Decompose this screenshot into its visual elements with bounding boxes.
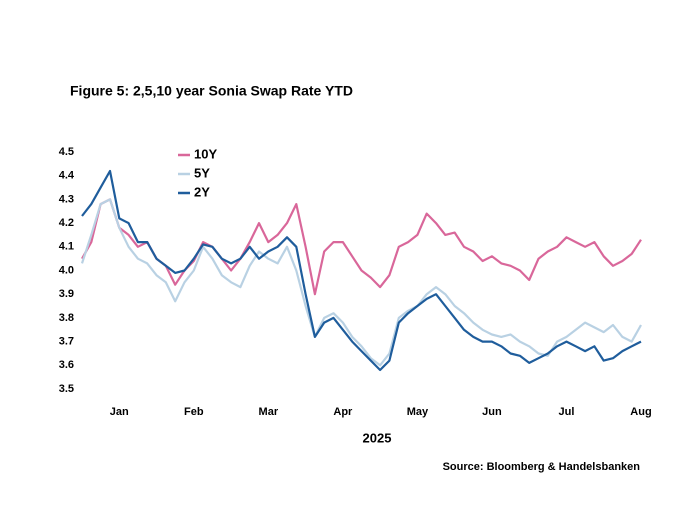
y-tick-label: 3.6 bbox=[59, 359, 74, 371]
line-series bbox=[81, 169, 642, 372]
x-tick-label: Feb bbox=[184, 406, 204, 418]
y-tick-label: 4.0 bbox=[59, 264, 74, 276]
x-tick-label: Jan bbox=[110, 406, 129, 418]
y-tick-label: 4.2 bbox=[59, 217, 74, 229]
legend-label: 10Y bbox=[194, 146, 217, 161]
x-tick-label: Aug bbox=[630, 406, 651, 418]
y-tick-label: 4.1 bbox=[59, 241, 74, 253]
chart-title: Figure 5: 2,5,10 year Sonia Swap Rate YT… bbox=[70, 83, 353, 99]
x-tick-label: Mar bbox=[259, 406, 279, 418]
x-tick-label: Jun bbox=[482, 406, 502, 418]
x-axis-label: 2025 bbox=[363, 430, 392, 445]
y-tick-label: 4.3 bbox=[59, 193, 74, 205]
line-series bbox=[80, 198, 642, 367]
line-series bbox=[81, 198, 642, 296]
y-tick-label: 4.4 bbox=[59, 170, 75, 182]
y-tick-label: 3.5 bbox=[59, 383, 74, 395]
y-tick-label: 3.9 bbox=[59, 288, 74, 300]
y-tick-label: 3.7 bbox=[59, 336, 74, 348]
x-tick-label: May bbox=[407, 406, 429, 418]
x-tick-label: Apr bbox=[333, 406, 353, 418]
legend-label: 2Y bbox=[194, 184, 210, 199]
y-tick-label: 3.8 bbox=[59, 312, 74, 324]
y-tick-label: 4.5 bbox=[59, 146, 74, 158]
legend-label: 5Y bbox=[194, 165, 210, 180]
x-tick-label: Jul bbox=[559, 406, 575, 418]
source-note: Source: Bloomberg & Handelsbanken bbox=[443, 461, 641, 473]
